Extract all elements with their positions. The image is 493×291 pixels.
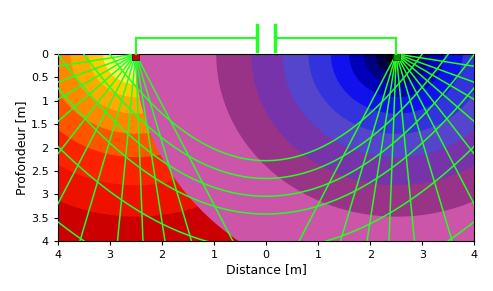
Y-axis label: Profondeur [m]: Profondeur [m]: [15, 100, 28, 195]
Bar: [392, 51, 400, 60]
Bar: [132, 51, 140, 60]
X-axis label: Distance [m]: Distance [m]: [226, 263, 307, 276]
